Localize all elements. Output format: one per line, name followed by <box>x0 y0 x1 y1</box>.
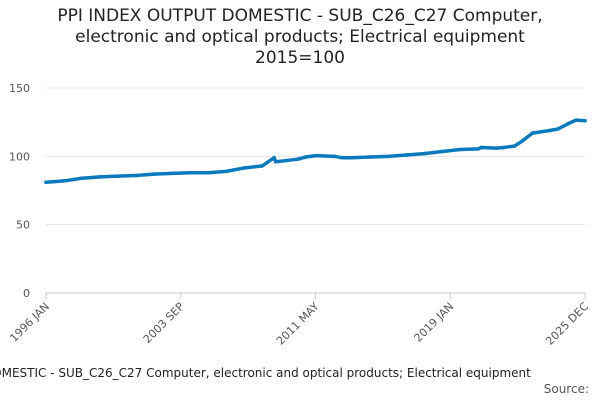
data-point <box>556 127 560 131</box>
data-point <box>368 155 373 159</box>
data-point <box>98 175 102 179</box>
source-label: Source: <box>543 382 589 396</box>
data-point <box>339 155 344 160</box>
data-point <box>285 158 290 163</box>
data-point <box>206 170 210 175</box>
data-point <box>62 179 66 183</box>
data-point <box>574 118 578 122</box>
data-point <box>80 176 84 180</box>
data-point <box>386 154 391 159</box>
x-tick-label: 2011 MAY <box>274 300 322 348</box>
data-point <box>344 155 349 160</box>
data-point <box>512 144 517 148</box>
data-point <box>440 149 445 154</box>
y-axis: 0 50 100 150 <box>9 82 30 300</box>
data-point <box>404 153 409 157</box>
x-tick-label: 2003 SEP <box>141 300 187 346</box>
data-point <box>303 155 308 159</box>
data-point <box>476 147 481 151</box>
data-point <box>170 171 174 176</box>
data-point <box>44 180 48 185</box>
chart-title: PPI INDEX OUTPUT DOMESTIC - SUB_C26_C27 … <box>0 6 600 69</box>
data-point <box>548 128 553 133</box>
data-point <box>314 153 319 158</box>
data-point <box>134 173 138 178</box>
data-point <box>296 157 301 161</box>
y-tick-label: 50 <box>16 219 30 232</box>
x-tick-label: 2025 DEC <box>543 300 591 348</box>
legend-entry[interactable]: PPI INDEX OUTPUT DOMESTIC - SUB_C26_C27 … <box>0 366 531 380</box>
data-point <box>224 169 228 174</box>
x-axis: 1996 JAN 2003 SEP 2011 MAY 2019 JAN 2025 DEC <box>7 293 591 348</box>
data-point <box>502 145 506 150</box>
data-point <box>272 155 277 160</box>
data-point <box>494 146 499 150</box>
data-point <box>350 155 355 160</box>
data-point <box>422 151 427 156</box>
data-point <box>520 139 524 144</box>
y-tick-label: 0 <box>23 287 30 300</box>
data-point <box>152 172 156 176</box>
data-point <box>566 121 571 126</box>
data-point <box>530 131 535 135</box>
chart-title-line-1: PPI INDEX OUTPUT DOMESTIC - SUB_C26_C27 … <box>57 6 543 26</box>
data-point <box>116 174 120 178</box>
y-tick-label: 100 <box>9 150 30 163</box>
x-tick-label: 2019 JAN <box>412 300 457 345</box>
data-point <box>260 164 265 168</box>
data-point <box>188 170 192 175</box>
chart-title-line-2: electronic and optical products; Electri… <box>75 27 525 47</box>
chart-title-line-3: 2015=100 <box>255 48 345 68</box>
data-point <box>479 145 484 150</box>
data-point <box>242 166 246 170</box>
gridlines <box>46 87 585 294</box>
data-point <box>332 154 337 159</box>
data-point <box>583 119 587 123</box>
series-group <box>44 118 587 185</box>
data-point <box>273 160 278 164</box>
series-line-0 <box>44 118 587 185</box>
y-tick-label: 150 <box>9 82 30 95</box>
x-tick-label: 1996 JAN <box>7 300 52 345</box>
data-point <box>458 147 463 152</box>
